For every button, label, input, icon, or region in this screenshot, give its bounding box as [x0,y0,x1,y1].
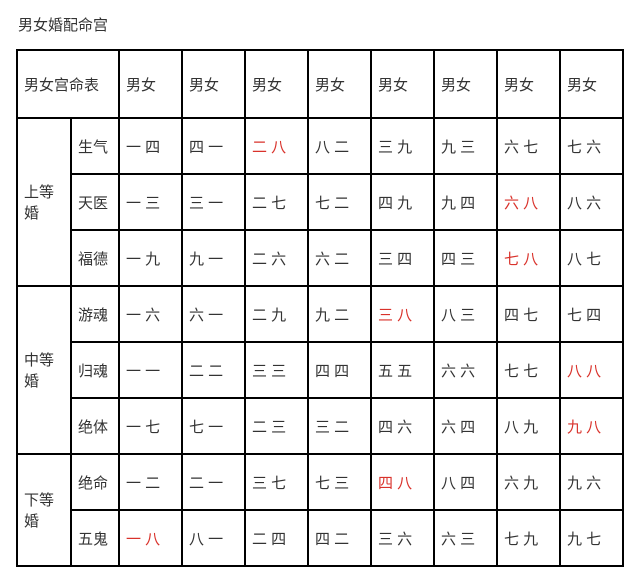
data-cell: 一 一 [119,342,182,398]
data-cell: 七 六 [560,118,623,174]
row-label: 游魂 [71,286,119,342]
data-cell: 四 三 [434,230,497,286]
data-cell: 七 一 [182,398,245,454]
data-cell: 九 七 [560,510,623,566]
data-cell: 三 九 [371,118,434,174]
data-cell: 八 一 [182,510,245,566]
col-header: 男女 [560,50,623,118]
data-cell: 八 六 [560,174,623,230]
data-cell: 六 三 [434,510,497,566]
data-cell: 一 九 [119,230,182,286]
data-cell: 一 四 [119,118,182,174]
page-title: 男女婚配命宫 [18,14,624,35]
data-cell: 三 八 [371,286,434,342]
col-header: 男女 [371,50,434,118]
data-cell: 八 八 [560,342,623,398]
row-label: 绝体 [71,398,119,454]
col-header: 男女 [182,50,245,118]
data-cell: 三 六 [371,510,434,566]
data-cell: 二 九 [245,286,308,342]
data-cell: 九 八 [560,398,623,454]
data-cell: 八 二 [308,118,371,174]
data-cell: 九 一 [182,230,245,286]
data-cell: 四 八 [371,454,434,510]
tier-label: 上等婚 [17,118,71,286]
data-cell: 二 八 [245,118,308,174]
data-cell: 六 八 [497,174,560,230]
col-header: 男女 [119,50,182,118]
data-cell: 四 一 [182,118,245,174]
data-cell: 二 七 [245,174,308,230]
row-label: 绝命 [71,454,119,510]
data-cell: 七 三 [308,454,371,510]
table-row: 福德一 九九 一二 六六 二三 四四 三七 八八 七 [17,230,623,286]
data-cell: 九 六 [560,454,623,510]
data-cell: 一 六 [119,286,182,342]
data-cell: 六 六 [434,342,497,398]
col-header: 男女 [308,50,371,118]
row-label: 生气 [71,118,119,174]
data-cell: 二 二 [182,342,245,398]
corner-header: 男女宫命表 [17,50,119,118]
col-header: 男女 [245,50,308,118]
data-cell: 一 二 [119,454,182,510]
tier-label: 下等婚 [17,454,71,566]
table-row: 绝体一 七七 一二 三三 二四 六六 四八 九九 八 [17,398,623,454]
data-cell: 四 九 [371,174,434,230]
row-label: 归魂 [71,342,119,398]
data-cell: 八 三 [434,286,497,342]
data-cell: 一 七 [119,398,182,454]
data-cell: 三 四 [371,230,434,286]
data-cell: 八 七 [560,230,623,286]
data-cell: 二 六 [245,230,308,286]
data-cell: 三 一 [182,174,245,230]
data-cell: 二 四 [245,510,308,566]
data-cell: 七 八 [497,230,560,286]
data-cell: 四 六 [371,398,434,454]
data-cell: 九 二 [308,286,371,342]
data-cell: 六 九 [497,454,560,510]
data-cell: 五 五 [371,342,434,398]
data-cell: 四 七 [497,286,560,342]
col-header: 男女 [497,50,560,118]
data-cell: 八 四 [434,454,497,510]
data-cell: 四 二 [308,510,371,566]
data-cell: 三 七 [245,454,308,510]
table-row: 天医一 三三 一二 七七 二四 九九 四六 八八 六 [17,174,623,230]
row-label: 天医 [71,174,119,230]
data-cell: 三 二 [308,398,371,454]
row-label: 福德 [71,230,119,286]
row-label: 五鬼 [71,510,119,566]
table-row: 下等婚绝命一 二二 一三 七七 三四 八八 四六 九九 六 [17,454,623,510]
data-cell: 七 七 [497,342,560,398]
data-cell: 三 三 [245,342,308,398]
data-cell: 八 九 [497,398,560,454]
data-cell: 六 二 [308,230,371,286]
data-cell: 六 一 [182,286,245,342]
data-cell: 九 四 [434,174,497,230]
data-cell: 二 一 [182,454,245,510]
data-cell: 二 三 [245,398,308,454]
table-row: 五鬼一 八八 一二 四四 二三 六六 三七 九九 七 [17,510,623,566]
data-cell: 六 四 [434,398,497,454]
data-cell: 七 九 [497,510,560,566]
data-cell: 一 三 [119,174,182,230]
compat-table: 男女宫命表男女男女男女男女男女男女男女男女上等婚生气一 四四 一二 八八 二三 … [16,49,624,567]
data-cell: 九 三 [434,118,497,174]
data-cell: 四 四 [308,342,371,398]
table-row: 中等婚游魂一 六六 一二 九九 二三 八八 三四 七七 四 [17,286,623,342]
table-row: 上等婚生气一 四四 一二 八八 二三 九九 三六 七七 六 [17,118,623,174]
col-header: 男女 [434,50,497,118]
data-cell: 七 四 [560,286,623,342]
data-cell: 六 七 [497,118,560,174]
table-row: 归魂一 一二 二三 三四 四五 五六 六七 七八 八 [17,342,623,398]
data-cell: 七 二 [308,174,371,230]
tier-label: 中等婚 [17,286,71,454]
data-cell: 一 八 [119,510,182,566]
